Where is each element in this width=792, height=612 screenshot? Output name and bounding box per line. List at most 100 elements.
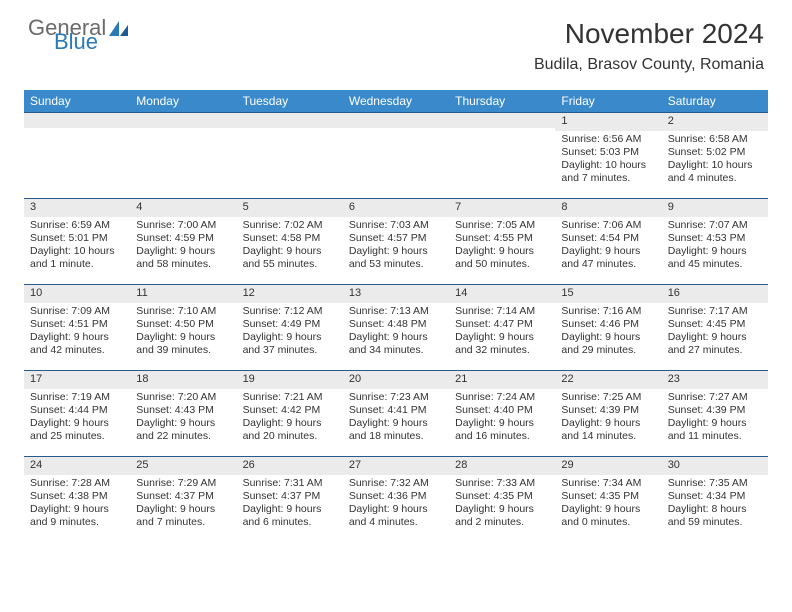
daylight-text: Daylight: 9 hours and 39 minutes. xyxy=(136,331,230,357)
calendar-day-cell: 24Sunrise: 7:28 AMSunset: 4:38 PMDayligh… xyxy=(24,456,130,542)
sunset-text: Sunset: 4:44 PM xyxy=(30,404,124,417)
sunrise-text: Sunrise: 7:05 AM xyxy=(455,219,549,232)
calendar-day-cell: 4Sunrise: 7:00 AMSunset: 4:59 PMDaylight… xyxy=(130,198,236,284)
calendar-day-cell: 28Sunrise: 7:33 AMSunset: 4:35 PMDayligh… xyxy=(449,456,555,542)
day-body: Sunrise: 7:17 AMSunset: 4:45 PMDaylight:… xyxy=(662,303,768,362)
day-body: Sunrise: 7:33 AMSunset: 4:35 PMDaylight:… xyxy=(449,475,555,534)
calendar-day-cell: 11Sunrise: 7:10 AMSunset: 4:50 PMDayligh… xyxy=(130,284,236,370)
daylight-text: Daylight: 9 hours and 0 minutes. xyxy=(561,503,655,529)
day-body: Sunrise: 7:25 AMSunset: 4:39 PMDaylight:… xyxy=(555,389,661,448)
sunrise-text: Sunrise: 7:07 AM xyxy=(668,219,762,232)
sunrise-text: Sunrise: 7:13 AM xyxy=(349,305,443,318)
calendar-day-cell: 1Sunrise: 6:56 AMSunset: 5:03 PMDaylight… xyxy=(555,112,661,198)
calendar-day-cell: 20 Sunrise: 7:23 AMSunset: 4:41 PMDayligh… xyxy=(343,370,449,456)
page-header: General Blue November 2024 Budila, Braso… xyxy=(0,0,792,82)
day-body: Sunrise: 7:20 AMSunset: 4:43 PMDaylight:… xyxy=(130,389,236,448)
location-label: Budila, Brasov County, Romania xyxy=(534,56,764,74)
day-body: Sunrise: 7:35 AMSunset: 4:34 PMDaylight:… xyxy=(662,475,768,534)
daylight-text: Daylight: 9 hours and 20 minutes. xyxy=(243,417,337,443)
weekday-header: Wednesday xyxy=(343,90,449,112)
calendar-day-cell: 7Sunrise: 7:05 AMSunset: 4:55 PMDaylight… xyxy=(449,198,555,284)
sunrise-text: Sunrise: 7:28 AM xyxy=(30,477,124,490)
day-body: Sunrise: 7:03 AMSunset: 4:57 PMDaylight:… xyxy=(343,217,449,276)
calendar-day-cell: 15Sunrise: 7:16 AMSunset: 4:46 PMDayligh… xyxy=(555,284,661,370)
weekday-header: Thursday xyxy=(449,90,555,112)
sunset-text: Sunset: 4:41 PM xyxy=(349,404,443,417)
sunrise-text: Sunrise: 7:06 AM xyxy=(561,219,655,232)
sunset-text: Sunset: 5:03 PM xyxy=(561,146,655,159)
calendar-day-cell: 29Sunrise: 7:34 AMSunset: 4:35 PMDayligh… xyxy=(555,456,661,542)
day-number: 15 xyxy=(555,284,661,303)
day-body: Sunrise: 7:00 AMSunset: 4:59 PMDaylight:… xyxy=(130,217,236,276)
daylight-text: Daylight: 9 hours and 18 minutes. xyxy=(349,417,443,443)
calendar-day-cell: 30Sunrise: 7:35 AMSunset: 4:34 PMDayligh… xyxy=(662,456,768,542)
daylight-text: Daylight: 9 hours and 58 minutes. xyxy=(136,245,230,271)
sunset-text: Sunset: 4:57 PM xyxy=(349,232,443,245)
day-body: Sunrise: 7:27 AMSunset: 4:39 PMDaylight:… xyxy=(662,389,768,448)
day-body: Sunrise: 6:58 AMSunset: 5:02 PMDaylight:… xyxy=(662,131,768,190)
daylight-text: Daylight: 10 hours and 4 minutes. xyxy=(668,159,762,185)
day-number-bar xyxy=(237,112,343,128)
sunset-text: Sunset: 4:50 PM xyxy=(136,318,230,331)
calendar-day-cell: 25Sunrise: 7:29 AMSunset: 4:37 PMDayligh… xyxy=(130,456,236,542)
sunrise-text: Sunrise: 7:02 AM xyxy=(243,219,337,232)
sunset-text: Sunset: 4:42 PM xyxy=(243,404,337,417)
daylight-text: Daylight: 9 hours and 32 minutes. xyxy=(455,331,549,357)
calendar-day-cell: 17Sunrise: 7:19 AMSunset: 4:44 PMDayligh… xyxy=(24,370,130,456)
sunset-text: Sunset: 4:37 PM xyxy=(243,490,337,503)
day-number: 21 xyxy=(449,370,555,389)
sunset-text: Sunset: 4:37 PM xyxy=(136,490,230,503)
day-body xyxy=(343,128,449,134)
daylight-text: Daylight: 9 hours and 50 minutes. xyxy=(455,245,549,271)
daylight-text: Daylight: 9 hours and 11 minutes. xyxy=(668,417,762,443)
calendar-day-cell: 23Sunrise: 7:27 AMSunset: 4:39 PMDayligh… xyxy=(662,370,768,456)
sunset-text: Sunset: 4:43 PM xyxy=(136,404,230,417)
sunrise-text: Sunrise: 7:00 AM xyxy=(136,219,230,232)
day-number: 28 xyxy=(449,456,555,475)
day-number: 12 xyxy=(237,284,343,303)
sunset-text: Sunset: 4:39 PM xyxy=(668,404,762,417)
day-body: Sunrise: 7:16 AMSunset: 4:46 PMDaylight:… xyxy=(555,303,661,362)
day-number: 1 xyxy=(555,112,661,131)
daylight-text: Daylight: 9 hours and 27 minutes. xyxy=(668,331,762,357)
weekday-header-row: SundayMondayTuesdayWednesdayThursdayFrid… xyxy=(24,90,768,112)
day-body: Sunrise: 7:02 AMSunset: 4:58 PMDaylight:… xyxy=(237,217,343,276)
calendar-day-cell: 26Sunrise: 7:31 AMSunset: 4:37 PMDayligh… xyxy=(237,456,343,542)
day-body: Sunrise: 7:07 AMSunset: 4:53 PMDaylight:… xyxy=(662,217,768,276)
sunrise-text: Sunrise: 7:32 AM xyxy=(349,477,443,490)
sunrise-text: Sunrise: 7:31 AM xyxy=(243,477,337,490)
calendar-day-cell: 13Sunrise: 7:13 AMSunset: 4:48 PMDayligh… xyxy=(343,284,449,370)
weekday-header: Sunday xyxy=(24,90,130,112)
sunrise-text: Sunrise: 7:16 AM xyxy=(561,305,655,318)
weekday-header: Saturday xyxy=(662,90,768,112)
calendar-week-row: 17Sunrise: 7:19 AMSunset: 4:44 PMDayligh… xyxy=(24,370,768,456)
sunrise-text: Sunrise: 7:17 AM xyxy=(668,305,762,318)
sunrise-text: Sunrise: 7:20 AM xyxy=(136,391,230,404)
daylight-text: Daylight: 10 hours and 1 minute. xyxy=(30,245,124,271)
month-title: November 2024 xyxy=(534,18,764,50)
day-body: Sunrise: 7:29 AMSunset: 4:37 PMDaylight:… xyxy=(130,475,236,534)
day-number: 2 xyxy=(662,112,768,131)
day-number: 27 xyxy=(343,456,449,475)
sunset-text: Sunset: 4:46 PM xyxy=(561,318,655,331)
sunrise-text: Sunrise: 7:35 AM xyxy=(668,477,762,490)
sunset-text: Sunset: 4:38 PM xyxy=(30,490,124,503)
day-number: 9 xyxy=(662,198,768,217)
day-body: Sunrise: 7:06 AMSunset: 4:54 PMDaylight:… xyxy=(555,217,661,276)
day-number: 29 xyxy=(555,456,661,475)
calendar-day-cell xyxy=(130,112,236,198)
sunrise-text: Sunrise: 7:23 AM xyxy=(349,391,443,404)
day-number: 19 xyxy=(237,370,343,389)
day-body: Sunrise: 7:19 AMSunset: 4:44 PMDaylight:… xyxy=(24,389,130,448)
day-body: Sunrise: 7:21 AMSunset: 4:42 PMDaylight:… xyxy=(237,389,343,448)
sunrise-text: Sunrise: 7:24 AM xyxy=(455,391,549,404)
sunrise-text: Sunrise: 7:03 AM xyxy=(349,219,443,232)
sunset-text: Sunset: 4:35 PM xyxy=(455,490,549,503)
calendar-day-cell: 9Sunrise: 7:07 AMSunset: 4:53 PMDaylight… xyxy=(662,198,768,284)
calendar-day-cell xyxy=(449,112,555,198)
day-number: 20 xyxy=(343,370,449,389)
calendar-day-cell: 10Sunrise: 7:09 AMSunset: 4:51 PMDayligh… xyxy=(24,284,130,370)
sunrise-text: Sunrise: 7:29 AM xyxy=(136,477,230,490)
sunrise-text: Sunrise: 6:58 AM xyxy=(668,133,762,146)
day-body: Sunrise: 7:12 AMSunset: 4:49 PMDaylight:… xyxy=(237,303,343,362)
